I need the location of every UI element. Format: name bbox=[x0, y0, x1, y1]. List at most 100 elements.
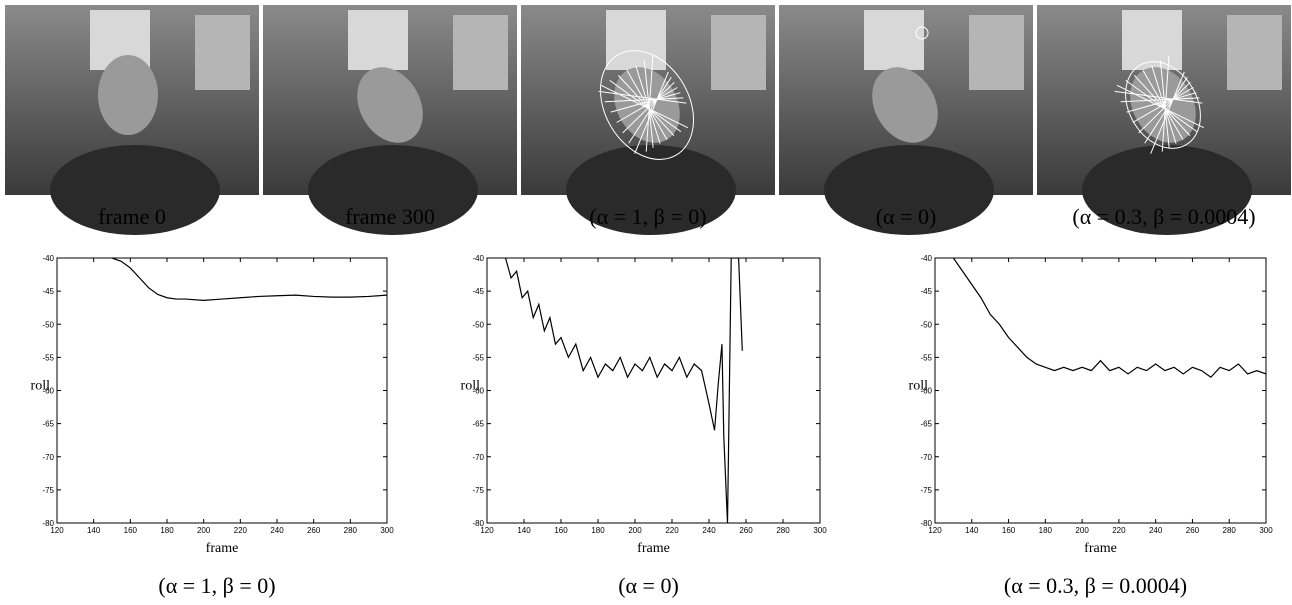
x-tick-label: 280 bbox=[1223, 526, 1237, 535]
x-tick-label: 160 bbox=[554, 526, 568, 535]
head bbox=[98, 55, 158, 135]
x-tick-label: 240 bbox=[1149, 526, 1163, 535]
y-tick-label: -55 bbox=[42, 353, 54, 362]
x-tick-label: 180 bbox=[591, 526, 605, 535]
y-tick-label: -40 bbox=[920, 254, 932, 263]
y-tick-label: -45 bbox=[472, 287, 484, 296]
x-tick-label: 200 bbox=[197, 526, 211, 535]
x-tick-label: 160 bbox=[1002, 526, 1016, 535]
plot-frame bbox=[486, 257, 821, 524]
y-tick-label: -80 bbox=[42, 519, 54, 528]
x-tick-label: 220 bbox=[1112, 526, 1126, 535]
x-tick-label: 220 bbox=[234, 526, 248, 535]
x-tick-label: 260 bbox=[307, 526, 321, 535]
mesh bbox=[598, 50, 695, 160]
y-tick-label: -70 bbox=[42, 453, 54, 462]
cabinet bbox=[711, 15, 766, 90]
plot-frame bbox=[56, 257, 388, 524]
x-tick-label: 200 bbox=[1075, 526, 1089, 535]
cabinet bbox=[1227, 15, 1282, 90]
y-tick-label: -45 bbox=[42, 287, 54, 296]
y-tick-label: -50 bbox=[920, 320, 932, 329]
x-tick-label: 300 bbox=[380, 526, 394, 535]
y-tick-label: -70 bbox=[472, 453, 484, 462]
y-tick-label: -75 bbox=[920, 486, 932, 495]
x-tick-label: 140 bbox=[965, 526, 979, 535]
head bbox=[357, 67, 423, 143]
x-tick-label: 180 bbox=[160, 526, 174, 535]
y-axis-label: roll bbox=[31, 379, 51, 394]
mesh-edge bbox=[1150, 71, 1185, 154]
chart-caption: (α = 0) bbox=[618, 573, 679, 598]
x-tick-label: 120 bbox=[50, 526, 64, 535]
body bbox=[824, 145, 994, 235]
photo bbox=[5, 5, 259, 235]
mesh-outline bbox=[599, 50, 695, 160]
line bbox=[952, 258, 1266, 379]
line bbox=[504, 258, 743, 523]
mesh-small bbox=[915, 26, 929, 40]
x-tick-label: 300 bbox=[813, 526, 827, 535]
body bbox=[1082, 145, 1252, 235]
x-tick-label: 180 bbox=[1039, 526, 1053, 535]
mesh-edge bbox=[610, 92, 681, 113]
mesh-edge bbox=[616, 87, 678, 123]
mesh-edge bbox=[1138, 81, 1191, 134]
chart: 120 140 160 180 200 220 240 260 280 300 -40 -45 -50 -… bbox=[31, 254, 395, 598]
x-tick-label: 260 bbox=[739, 526, 753, 535]
head bbox=[872, 67, 938, 143]
y-tick-label: -65 bbox=[920, 420, 932, 429]
x-tick-label: 120 bbox=[928, 526, 942, 535]
cabinet bbox=[195, 15, 250, 90]
mesh-edge bbox=[1144, 76, 1188, 144]
x-axis-label: frame bbox=[637, 541, 670, 556]
window bbox=[1122, 10, 1182, 70]
mesh-edge bbox=[604, 97, 684, 103]
y-tick-label: -60 bbox=[920, 387, 932, 396]
x-tick-label: 160 bbox=[124, 526, 138, 535]
photo bbox=[1037, 5, 1291, 235]
body bbox=[566, 145, 736, 235]
x-tick-label: 140 bbox=[87, 526, 101, 535]
mesh-edge bbox=[628, 76, 672, 144]
body bbox=[50, 145, 220, 235]
y-tick-label: -80 bbox=[920, 519, 932, 528]
mesh-edge bbox=[1132, 87, 1194, 123]
y-tick-label: -50 bbox=[42, 320, 54, 329]
y-tick-label: -40 bbox=[472, 254, 484, 263]
mesh-edge bbox=[622, 81, 675, 134]
mesh-edge bbox=[1120, 97, 1200, 103]
y-tick-label: -65 bbox=[472, 420, 484, 429]
mesh bbox=[1114, 55, 1205, 154]
cabinet bbox=[969, 15, 1024, 90]
mesh-edge bbox=[1114, 90, 1203, 104]
image-caption: (α = 0) bbox=[876, 204, 937, 229]
y-tick-label: -60 bbox=[42, 387, 54, 396]
y-tick-label: -80 bbox=[472, 519, 484, 528]
mesh-edge bbox=[598, 90, 687, 104]
y-axis-label: roll bbox=[461, 379, 481, 394]
y-tick-label: -55 bbox=[472, 353, 484, 362]
x-tick-label: 220 bbox=[665, 526, 679, 535]
image-caption: frame 0 bbox=[98, 204, 166, 229]
y-tick-label: -55 bbox=[920, 353, 932, 362]
x-tick-label: 280 bbox=[344, 526, 358, 535]
y-axis-label: roll bbox=[909, 379, 929, 394]
image-caption: (α = 0.3, β = 0.0004) bbox=[1072, 204, 1255, 229]
photo bbox=[263, 5, 517, 235]
cabinet bbox=[453, 15, 508, 90]
x-tick-label: 120 bbox=[480, 526, 494, 535]
chart: 120 140 160 180 200 220 240 260 280 300 -40 -45 -50 -… bbox=[461, 254, 828, 598]
body bbox=[308, 145, 478, 235]
x-tick-label: 240 bbox=[270, 526, 284, 535]
x-tick-label: 140 bbox=[517, 526, 531, 535]
line bbox=[111, 258, 387, 302]
mesh-edge bbox=[1126, 92, 1197, 113]
y-tick-label: -75 bbox=[472, 486, 484, 495]
y-tick-label: -60 bbox=[472, 387, 484, 396]
chart: 120 140 160 180 200 220 240 260 280 300 -40 -45 -50 -… bbox=[909, 254, 1274, 598]
window bbox=[348, 10, 408, 70]
y-tick-label: -75 bbox=[42, 486, 54, 495]
window bbox=[606, 10, 666, 70]
photo bbox=[779, 5, 1033, 235]
